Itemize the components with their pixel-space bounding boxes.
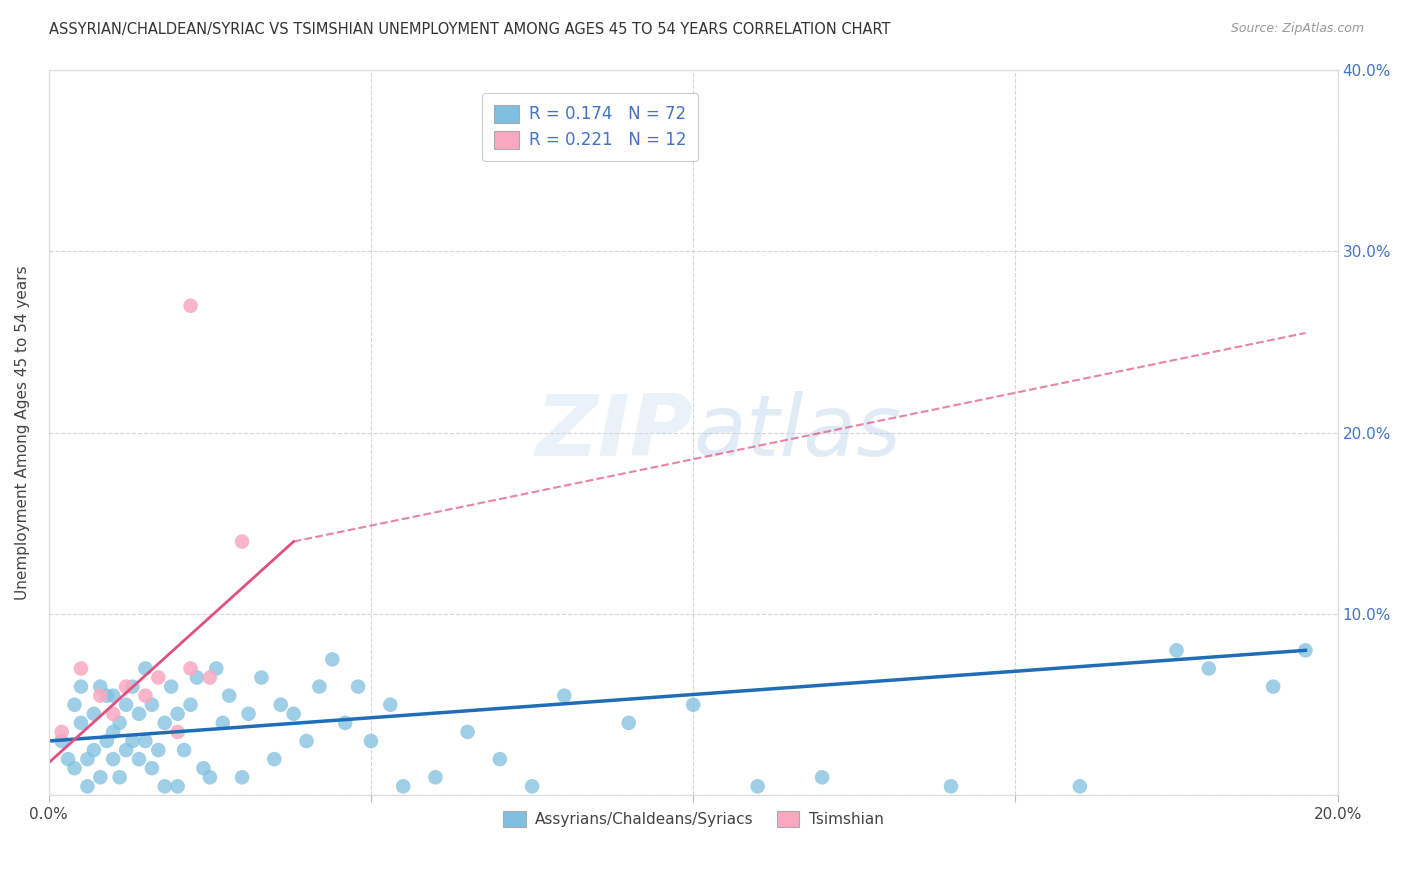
Point	[76, 752, 98, 766]
Point	[89, 770, 111, 784]
Point	[153, 715, 176, 730]
Point	[231, 770, 253, 784]
Point	[811, 770, 834, 784]
Point	[218, 689, 240, 703]
Point	[166, 725, 188, 739]
Legend: Assyrians/Chaldeans/Syriacs, Tsimshian: Assyrians/Chaldeans/Syriacs, Tsimshian	[495, 803, 891, 835]
Point	[198, 671, 221, 685]
Text: atlas: atlas	[693, 392, 901, 475]
Point	[457, 725, 479, 739]
Point	[263, 752, 285, 766]
Point	[51, 725, 73, 739]
Point	[89, 680, 111, 694]
Point	[193, 761, 215, 775]
Point	[128, 752, 150, 766]
Text: ZIP: ZIP	[536, 392, 693, 475]
Point	[180, 661, 202, 675]
Point	[360, 734, 382, 748]
Point	[335, 715, 357, 730]
Point	[1069, 780, 1091, 794]
Point	[682, 698, 704, 712]
Point	[96, 689, 118, 703]
Text: Source: ZipAtlas.com: Source: ZipAtlas.com	[1230, 22, 1364, 36]
Point	[51, 734, 73, 748]
Point	[520, 780, 543, 794]
Point	[173, 743, 195, 757]
Point	[747, 780, 769, 794]
Point	[148, 743, 170, 757]
Point	[76, 780, 98, 794]
Point	[128, 706, 150, 721]
Point	[63, 761, 86, 775]
Point	[134, 661, 156, 675]
Point	[103, 689, 125, 703]
Point	[321, 652, 343, 666]
Point	[939, 780, 962, 794]
Point	[56, 752, 79, 766]
Point	[308, 680, 330, 694]
Point	[121, 680, 143, 694]
Point	[96, 734, 118, 748]
Point	[160, 680, 183, 694]
Point	[186, 671, 208, 685]
Point	[166, 706, 188, 721]
Point	[153, 780, 176, 794]
Point	[134, 734, 156, 748]
Point	[115, 743, 138, 757]
Point	[141, 761, 163, 775]
Point	[231, 534, 253, 549]
Point	[211, 715, 233, 730]
Point	[70, 715, 93, 730]
Point	[238, 706, 260, 721]
Point	[83, 743, 105, 757]
Point	[270, 698, 292, 712]
Point	[103, 752, 125, 766]
Point	[121, 734, 143, 748]
Point	[70, 661, 93, 675]
Point	[1294, 643, 1316, 657]
Point	[115, 680, 138, 694]
Point	[553, 689, 575, 703]
Point	[83, 706, 105, 721]
Point	[63, 698, 86, 712]
Point	[250, 671, 273, 685]
Point	[392, 780, 415, 794]
Point	[380, 698, 402, 712]
Point	[180, 299, 202, 313]
Text: ASSYRIAN/CHALDEAN/SYRIAC VS TSIMSHIAN UNEMPLOYMENT AMONG AGES 45 TO 54 YEARS COR: ASSYRIAN/CHALDEAN/SYRIAC VS TSIMSHIAN UN…	[49, 22, 891, 37]
Point	[617, 715, 640, 730]
Point	[1166, 643, 1188, 657]
Point	[148, 671, 170, 685]
Point	[115, 698, 138, 712]
Point	[70, 680, 93, 694]
Point	[1198, 661, 1220, 675]
Point	[103, 706, 125, 721]
Point	[283, 706, 305, 721]
Point	[198, 770, 221, 784]
Point	[134, 689, 156, 703]
Y-axis label: Unemployment Among Ages 45 to 54 years: Unemployment Among Ages 45 to 54 years	[15, 266, 30, 600]
Point	[89, 689, 111, 703]
Point	[347, 680, 370, 694]
Point	[1263, 680, 1285, 694]
Point	[108, 770, 131, 784]
Point	[295, 734, 318, 748]
Point	[425, 770, 447, 784]
Point	[108, 715, 131, 730]
Point	[489, 752, 512, 766]
Point	[180, 698, 202, 712]
Point	[205, 661, 228, 675]
Point	[103, 725, 125, 739]
Point	[141, 698, 163, 712]
Point	[166, 780, 188, 794]
